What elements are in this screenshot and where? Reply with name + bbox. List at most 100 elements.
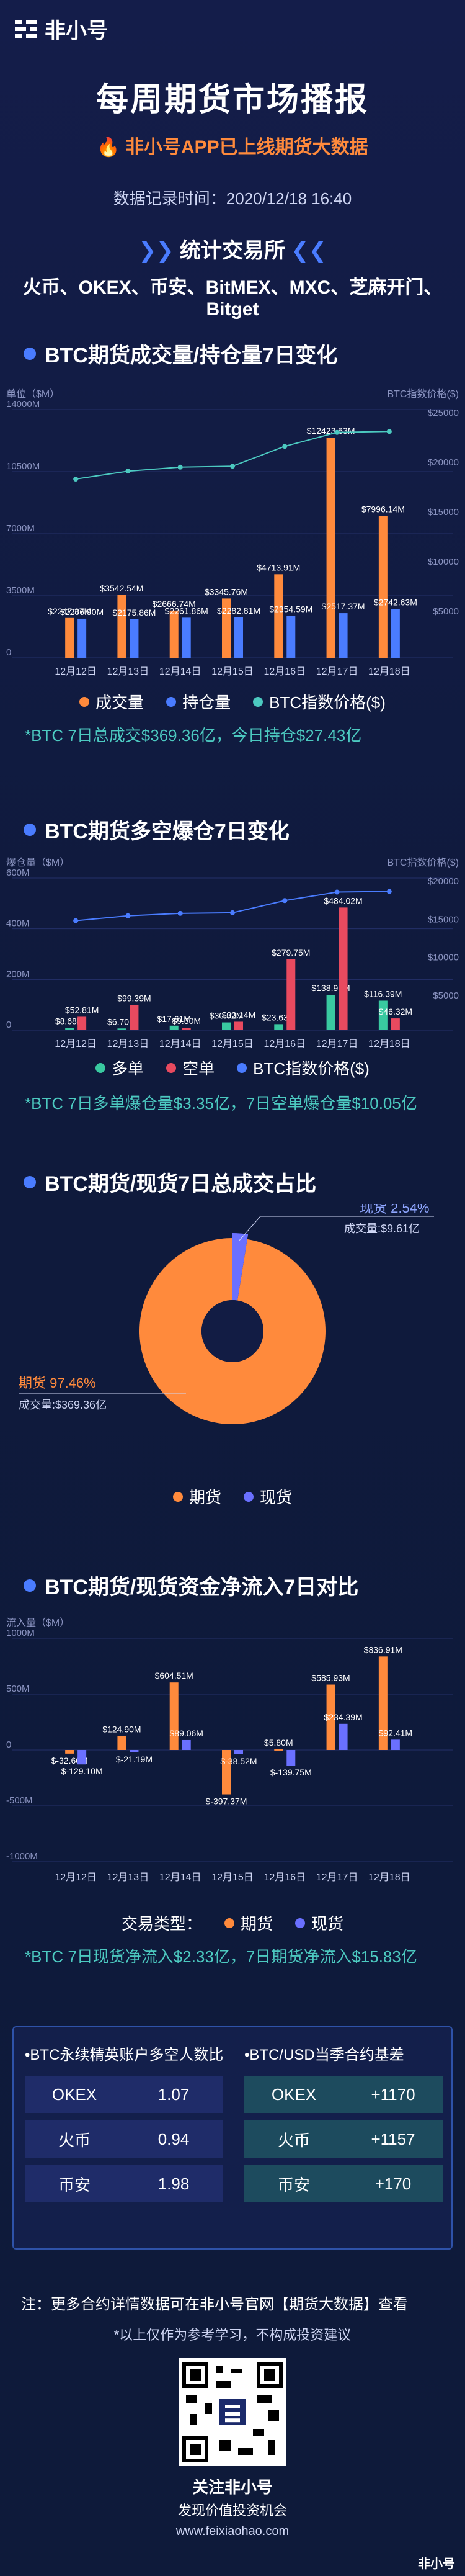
bar xyxy=(339,1723,348,1750)
price-point xyxy=(177,464,183,470)
basis-table: OKEX +1170 火币 +1157 币安 +170 xyxy=(244,2076,443,2210)
site-url[interactable]: www.feixiaohao.com xyxy=(175,2524,290,2538)
bar xyxy=(234,1750,243,1754)
pie-slice xyxy=(232,1233,249,1301)
data-label: $2261.86M xyxy=(165,606,208,616)
table-row: OKEX +1170 xyxy=(244,2076,443,2113)
chart1-title-text: BTC期货成交量/持仓量7日变化 xyxy=(45,344,338,367)
bar xyxy=(286,616,296,658)
chart2-title: BTC期货多空爆仓7日变化 xyxy=(24,814,290,845)
fire-icon: 🔥 xyxy=(97,137,120,158)
y2-tick-label: $20000 xyxy=(428,457,459,468)
legend-item-futures: 期货 xyxy=(224,1911,273,1934)
legend-item-volume: 成交量 xyxy=(79,690,144,713)
bar xyxy=(222,1750,231,1795)
data-label: $2247.37M xyxy=(48,606,91,616)
x-tick-label: 12月13日 xyxy=(107,1039,149,1049)
chart4-summary: *BTC 7日现货净流入$2.33亿，7日期货净流入$15.83亿 xyxy=(25,1947,417,1966)
legend-item-price: BTC指数价格($) xyxy=(253,690,386,713)
data-label: $89.06M xyxy=(169,1728,203,1738)
exchanges-list: 火币、OKEX、币安、BitMEX、MXC、芝麻开门、Bitget xyxy=(22,277,443,320)
corner-brand: 非小号 xyxy=(418,2557,455,2571)
y-tick-label: 600M xyxy=(6,868,30,878)
y2-axis-label: BTC指数价格($) xyxy=(387,388,459,400)
y-tick-label: 0 xyxy=(6,1020,11,1030)
bar xyxy=(391,1739,400,1750)
data-label: $7996.14M xyxy=(361,505,405,514)
data-label: $2666.74M xyxy=(153,599,196,609)
bullet-icon xyxy=(24,1579,36,1592)
y-axis-label: 单位（$M） xyxy=(6,388,60,400)
x-tick-label: 12月12日 xyxy=(55,1872,97,1883)
table-row: 币安 1.98 xyxy=(25,2165,223,2202)
bar xyxy=(222,1022,231,1030)
data-label: $6.70M xyxy=(107,1016,136,1026)
chart3-legend: 期货 现货 xyxy=(0,1485,465,1508)
slice-label: 现货 2.54% xyxy=(360,1204,430,1216)
data-label: $9.30M xyxy=(172,1016,201,1026)
data-label: $33.14M xyxy=(222,1010,255,1020)
bar xyxy=(117,1736,126,1750)
x-tick-label: 12月18日 xyxy=(368,1872,410,1883)
chart1-summary: *BTC 7日总成交$369.36亿，今日持仓$27.43亿 xyxy=(25,726,362,745)
bar xyxy=(182,617,191,658)
bar xyxy=(326,1684,335,1750)
data-label: $17.61M xyxy=(157,1014,190,1024)
bar xyxy=(326,438,335,658)
bar xyxy=(78,1750,87,1765)
y-tick-label: -1000M xyxy=(6,1851,38,1862)
price-point xyxy=(386,429,392,434)
bar xyxy=(65,1028,74,1030)
legend-item-short: 空单 xyxy=(166,1056,215,1079)
y-axis-label: 爆仓量（$M） xyxy=(6,856,69,868)
data-label: $52.81M xyxy=(65,1005,99,1015)
bar xyxy=(117,595,126,658)
bar xyxy=(234,617,243,658)
price-point xyxy=(230,464,235,469)
bar xyxy=(274,1749,283,1751)
data-label: $2282.81M xyxy=(217,606,260,616)
netflow-chart: 流入量（$M）1000M500M0-500M-1000M12月12日$-32.6… xyxy=(6,1617,453,1883)
y2-tick-label: $20000 xyxy=(428,876,459,887)
data-label: $4713.91M xyxy=(257,562,300,572)
basis-title: •BTC/USD当季合约基差 xyxy=(244,2047,404,2063)
bar xyxy=(169,1682,179,1750)
brand-logo: 非小号 xyxy=(14,14,108,44)
data-label: $484.02M xyxy=(324,895,362,905)
price-point xyxy=(125,913,131,918)
y-tick-label: 0 xyxy=(6,1739,11,1750)
leader-line xyxy=(238,1216,261,1242)
qr-code-icon[interactable] xyxy=(179,2358,286,2466)
y-tick-label: 200M xyxy=(6,969,30,979)
record-time: 数据记录时间：2020/12/18 16:40 xyxy=(113,189,352,208)
x-tick-label: 12月17日 xyxy=(316,1872,358,1883)
x-tick-label: 12月12日 xyxy=(55,666,97,677)
data-label: $12423.63M xyxy=(307,426,355,436)
bar xyxy=(182,1028,191,1030)
bar xyxy=(117,1028,126,1030)
bar xyxy=(130,1005,139,1030)
x-tick-label: 12月16日 xyxy=(264,666,306,677)
chart4-title: BTC期货/现货资金净流入7日对比 xyxy=(24,1570,358,1600)
price-point xyxy=(230,910,235,915)
bar xyxy=(378,1000,388,1030)
stats-panel: •BTC永续精英账户多空人数比 •BTC/USD当季合约基差 OKEX 1.07 … xyxy=(12,2026,453,2250)
legend-item-price: BTC指数价格($) xyxy=(237,1056,370,1079)
x-tick-label: 12月13日 xyxy=(107,666,149,677)
data-label: $116.39M xyxy=(364,989,402,999)
x-tick-label: 12月14日 xyxy=(159,1039,202,1049)
y-tick-label: 0 xyxy=(6,647,11,658)
slice-sub-label: 成交量:$369.36亿 xyxy=(19,1399,107,1411)
legend-item-spot: 现货 xyxy=(244,1485,292,1508)
arrow-right-icon: ❮❮ xyxy=(291,239,327,263)
bar xyxy=(339,613,348,658)
data-label: $2517.37M xyxy=(322,601,365,611)
bar xyxy=(169,1025,179,1030)
legend-item-spot: 现货 xyxy=(295,1911,343,1934)
y2-tick-label: $15000 xyxy=(428,507,459,518)
data-label: $279.75M xyxy=(272,948,310,958)
data-label: $836.91M xyxy=(364,1645,402,1654)
x-tick-label: 12月16日 xyxy=(264,1872,306,1883)
x-tick-label: 12月17日 xyxy=(316,1039,358,1049)
